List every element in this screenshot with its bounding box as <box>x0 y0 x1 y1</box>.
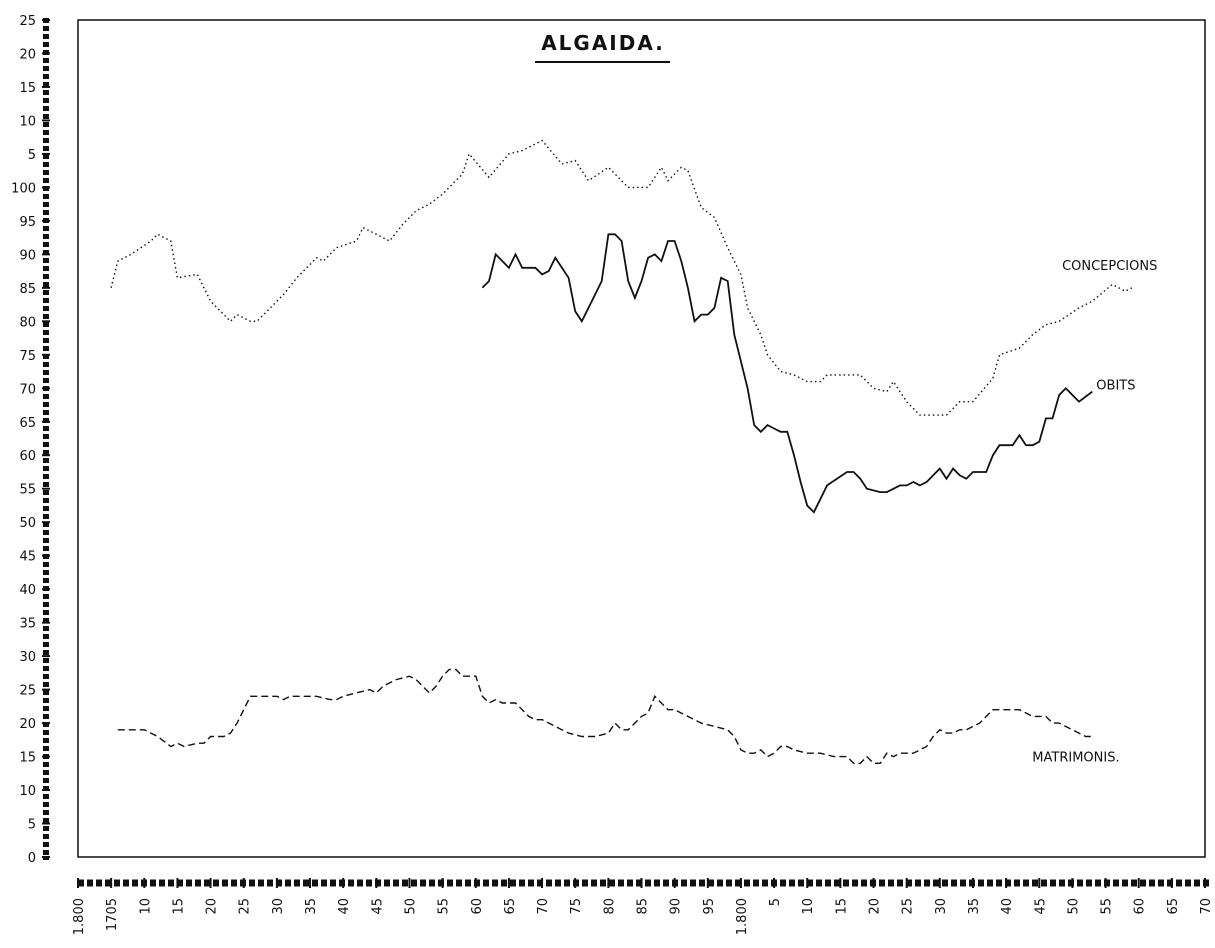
x-tick-label: 1.800 <box>72 898 87 935</box>
y-tick-label: 30 <box>19 650 36 665</box>
x-tick-label: 35 <box>967 898 982 915</box>
x-tick-label: 30 <box>271 898 286 915</box>
x-tick-label: 15 <box>834 898 849 915</box>
x-tick-label: 40 <box>1000 898 1015 915</box>
y-tick-label: 40 <box>19 583 36 598</box>
y-tick-label: 65 <box>19 416 36 431</box>
x-tick-label: 70 <box>1199 898 1214 915</box>
x-tick-label: 55 <box>1100 898 1115 915</box>
x-tick-label: 1705 <box>105 898 120 931</box>
series-label: MATRIMONIS. <box>1032 750 1119 765</box>
y-tick-label: 20 <box>19 717 36 732</box>
series-line <box>481 233 1093 514</box>
y-tick-label: 70 <box>19 382 36 397</box>
x-tick-label: 10 <box>138 898 153 915</box>
series-line <box>117 668 1093 764</box>
y-tick-label: 100 <box>11 181 36 196</box>
x-tick-label: 60 <box>470 898 485 915</box>
plot-frame <box>77 19 1206 858</box>
x-tick-label: 65 <box>503 898 518 915</box>
y-tick-label: 45 <box>19 550 36 565</box>
x-tick-label: 60 <box>1133 898 1148 915</box>
y-tick-label: 90 <box>19 248 36 263</box>
y-tick-label: 20 <box>19 47 36 62</box>
y-tick-label: 15 <box>19 751 36 766</box>
y-tick-label: 10 <box>19 114 36 129</box>
x-tick-label: 95 <box>702 898 717 915</box>
x-tick-label: 10 <box>801 898 816 915</box>
y-tick-label: 25 <box>19 14 36 29</box>
x-tick-label: 35 <box>304 898 319 915</box>
x-tick-label: 30 <box>934 898 949 915</box>
x-tick-label: 65 <box>1166 898 1181 915</box>
y-tick-label: 10 <box>19 784 36 799</box>
x-tick-label: 5 <box>768 898 783 906</box>
x-tick-label: 20 <box>205 898 220 915</box>
x-tick-label: 40 <box>337 898 352 915</box>
x-tick-label: 50 <box>1066 898 1081 915</box>
x-tick-label: 25 <box>238 898 253 915</box>
x-tick-label: 75 <box>569 898 584 915</box>
x-tick-label: 25 <box>901 898 916 915</box>
y-tick-label: 80 <box>19 315 36 330</box>
series-label: CONCEPCIONS <box>1062 259 1157 274</box>
x-tick-label: 80 <box>602 898 617 915</box>
y-tick-label: 55 <box>19 483 36 498</box>
x-tick-label: 70 <box>536 898 551 915</box>
y-tick-label: 60 <box>19 449 36 464</box>
y-tick-label: 95 <box>19 215 36 230</box>
series-label: OBITS <box>1096 379 1135 394</box>
series-line <box>110 139 1133 416</box>
y-tick-label: 35 <box>19 617 36 632</box>
y-tick-label: 15 <box>19 81 36 96</box>
x-tick-label: 55 <box>437 898 452 915</box>
x-tick-label: 45 <box>370 898 385 915</box>
x-tick-label: 20 <box>868 898 883 915</box>
y-tick-label: 5 <box>28 818 36 833</box>
y-tick-label: 50 <box>19 516 36 531</box>
chart-title: ALGAIDA. <box>541 31 665 55</box>
x-tick-label: 1.800 <box>735 898 750 935</box>
y-tick-label: 0 <box>28 851 36 866</box>
x-tick-label: 50 <box>403 898 418 915</box>
x-tick-label: 15 <box>171 898 186 915</box>
x-tick-label: 85 <box>636 898 651 915</box>
x-tick-label: 45 <box>1033 898 1048 915</box>
y-tick-label: 25 <box>19 684 36 699</box>
y-tick-label: 85 <box>19 282 36 297</box>
y-tick-label: 75 <box>19 349 36 364</box>
x-tick-label: 90 <box>669 898 684 915</box>
y-tick-label: 5 <box>28 148 36 163</box>
